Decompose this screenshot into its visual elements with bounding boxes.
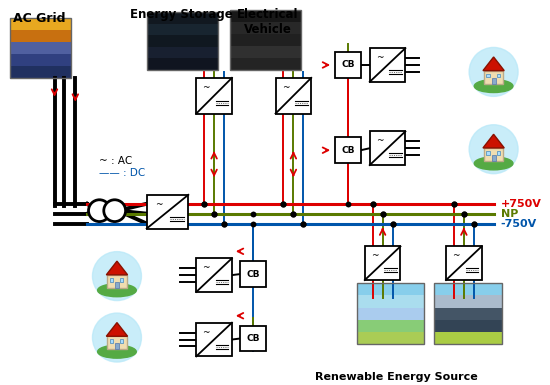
Bar: [147, 12, 218, 24]
Bar: [196, 323, 232, 357]
Text: ~: ~: [155, 200, 162, 209]
Circle shape: [92, 313, 141, 362]
Bar: [10, 18, 72, 30]
Text: ~: ~: [202, 83, 210, 92]
Bar: [147, 195, 188, 229]
Bar: [434, 320, 502, 332]
Bar: [10, 54, 72, 66]
Bar: [230, 46, 301, 58]
Bar: [365, 246, 400, 280]
Text: Electrical
Vehicle: Electrical Vehicle: [237, 8, 298, 37]
Text: ~: ~: [371, 251, 378, 260]
Text: —— : DC: —— : DC: [99, 168, 145, 178]
Bar: [357, 295, 424, 308]
Bar: [486, 74, 490, 77]
Text: NP: NP: [500, 209, 518, 219]
Text: +750V: +750V: [500, 199, 541, 209]
Bar: [115, 282, 119, 288]
Bar: [147, 24, 218, 35]
Polygon shape: [483, 134, 504, 148]
Circle shape: [89, 200, 111, 222]
Circle shape: [104, 200, 125, 222]
Bar: [240, 261, 266, 287]
Bar: [434, 283, 502, 345]
Bar: [120, 340, 123, 343]
Bar: [484, 148, 503, 161]
Bar: [446, 246, 482, 280]
Bar: [109, 278, 113, 282]
Bar: [120, 278, 123, 282]
Text: CB: CB: [341, 146, 355, 155]
Bar: [434, 295, 502, 308]
Circle shape: [469, 125, 518, 174]
Bar: [335, 137, 361, 163]
Bar: [10, 30, 72, 42]
Text: ~: ~: [282, 83, 289, 92]
Text: ~: ~: [376, 136, 383, 145]
Bar: [357, 283, 424, 295]
Bar: [492, 78, 496, 84]
Bar: [230, 10, 301, 70]
Circle shape: [92, 252, 141, 301]
Bar: [147, 47, 218, 59]
Circle shape: [469, 47, 518, 96]
Bar: [240, 326, 266, 352]
Text: ~ : AC: ~ : AC: [99, 156, 133, 166]
Bar: [357, 308, 424, 320]
Bar: [107, 336, 126, 349]
Bar: [196, 78, 232, 114]
Text: Renewable Energy Source: Renewable Energy Source: [315, 372, 478, 382]
Bar: [147, 35, 218, 47]
Bar: [10, 18, 72, 78]
Text: CB: CB: [246, 334, 260, 343]
Text: ~: ~: [376, 53, 383, 62]
Text: ~: ~: [202, 263, 210, 272]
Bar: [357, 283, 424, 345]
Bar: [497, 74, 500, 77]
Bar: [492, 155, 496, 161]
Bar: [230, 10, 301, 22]
Text: -750V: -750V: [500, 219, 537, 229]
Text: ~: ~: [452, 251, 460, 260]
Bar: [10, 42, 72, 54]
Bar: [434, 308, 502, 320]
Text: CB: CB: [341, 60, 355, 69]
Polygon shape: [106, 261, 128, 275]
Bar: [109, 340, 113, 343]
Bar: [107, 275, 126, 288]
Bar: [230, 34, 301, 46]
Bar: [115, 343, 119, 349]
Polygon shape: [106, 323, 128, 336]
Bar: [147, 59, 218, 70]
Ellipse shape: [474, 157, 513, 170]
Bar: [486, 151, 490, 155]
Bar: [230, 58, 301, 70]
Bar: [370, 131, 405, 165]
Bar: [276, 78, 311, 114]
Bar: [434, 283, 502, 295]
Bar: [484, 70, 503, 84]
Ellipse shape: [98, 345, 136, 358]
Bar: [370, 48, 405, 82]
Text: Energy Storage: Energy Storage: [130, 8, 233, 22]
Polygon shape: [483, 57, 504, 70]
Text: CB: CB: [246, 270, 260, 279]
Bar: [497, 151, 500, 155]
Text: AC Grid: AC Grid: [13, 12, 66, 25]
Bar: [196, 258, 232, 292]
Ellipse shape: [474, 80, 513, 92]
Bar: [10, 66, 72, 78]
Ellipse shape: [98, 284, 136, 297]
Bar: [357, 332, 424, 345]
Bar: [357, 320, 424, 332]
Text: ~: ~: [202, 328, 210, 336]
Bar: [230, 22, 301, 34]
Bar: [335, 52, 361, 78]
Bar: [434, 332, 502, 345]
Bar: [147, 12, 218, 70]
